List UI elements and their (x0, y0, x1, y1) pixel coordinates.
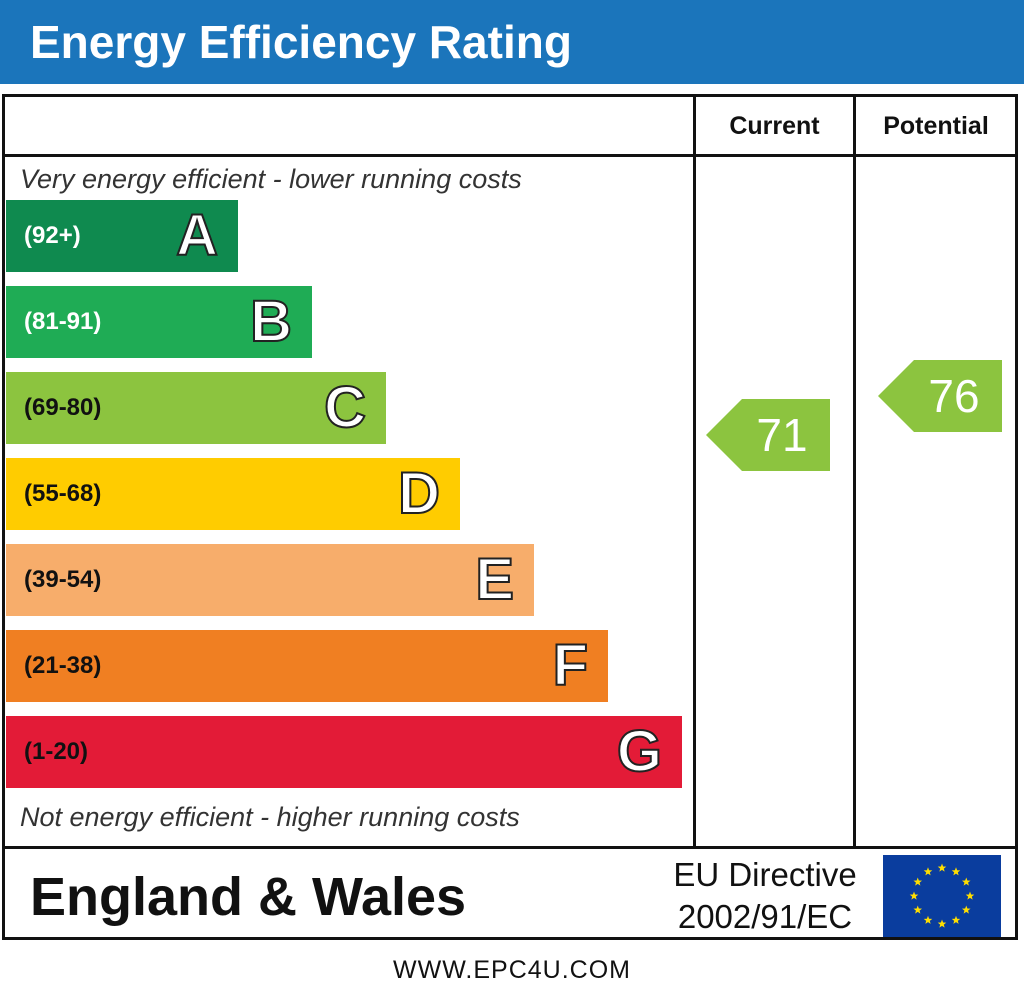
flag-star-icon (961, 877, 971, 886)
band-letter-c: C (323, 374, 367, 441)
note-inefficient: Not energy efficient - higher running co… (20, 802, 520, 832)
note-efficient: Very energy efficient - lower running co… (20, 164, 522, 194)
potential-rating-arrow: 76 (878, 360, 1002, 432)
flag-star-icon (923, 867, 933, 876)
eu-directive: EU Directive 2002/91/EC (660, 854, 870, 938)
region-label: England & Wales (30, 867, 467, 927)
band-range-d: (55-68) (24, 480, 102, 507)
band-range-a: (92+) (24, 222, 81, 249)
flag-star-icon (965, 891, 975, 900)
band-letter-f: F (552, 632, 589, 699)
flag-star-icon (937, 863, 947, 872)
arrow-current-value: 71 (756, 409, 808, 461)
flag-star-icon (913, 905, 923, 914)
page-title: Energy Efficiency Rating (30, 16, 572, 68)
divider-potential (853, 94, 856, 846)
band-g: (1-20) G (6, 716, 682, 788)
footer-divider (2, 846, 1018, 849)
band-letter-g: G (616, 718, 663, 785)
header-bar: Energy Efficiency Rating (0, 0, 1024, 84)
arrow-current-shape (706, 399, 830, 471)
column-header-potential: Potential (883, 112, 989, 140)
arrow-potential-shape (878, 360, 1002, 432)
flag-star-icon (923, 915, 933, 924)
current-rating-arrow: 71 (706, 399, 830, 471)
band-letter-e: E (474, 546, 515, 613)
flag-star-icon (937, 919, 947, 928)
band-letter-d: D (397, 460, 441, 527)
divider-current (693, 94, 696, 846)
band-range-g: (1-20) (24, 738, 89, 765)
band-e: (39-54) E (6, 544, 534, 616)
band-d: (55-68) D (6, 458, 460, 530)
band-letter-a: A (175, 202, 219, 269)
directive-line-1: EU Directive (673, 856, 857, 893)
band-range-e: (39-54) (24, 566, 102, 593)
band-letter-b: B (249, 288, 293, 355)
band-c: (69-80) C (6, 372, 386, 444)
flag-star-icon (913, 877, 923, 886)
flag-star-icon (909, 891, 919, 900)
flag-star-icon (951, 915, 961, 924)
rating-frame (2, 94, 1018, 940)
website-label: WWW.EPC4U.COM (393, 956, 631, 984)
band-b: (81-91) B (6, 286, 312, 358)
flag-star-icon (951, 867, 961, 876)
eu-flag-icon (883, 855, 1001, 937)
band-f: (21-38) F (6, 630, 608, 702)
flag-star-icon (961, 905, 971, 914)
directive-line-2: 2002/91/EC (677, 898, 853, 935)
header-row-divider (2, 154, 1018, 157)
band-range-f: (21-38) (24, 652, 102, 679)
band-a: (92+) A (6, 200, 238, 272)
column-header-current: Current (729, 112, 820, 140)
arrow-potential-value: 76 (928, 370, 980, 422)
band-range-b: (81-91) (24, 308, 102, 335)
band-range-c: (69-80) (24, 394, 102, 421)
